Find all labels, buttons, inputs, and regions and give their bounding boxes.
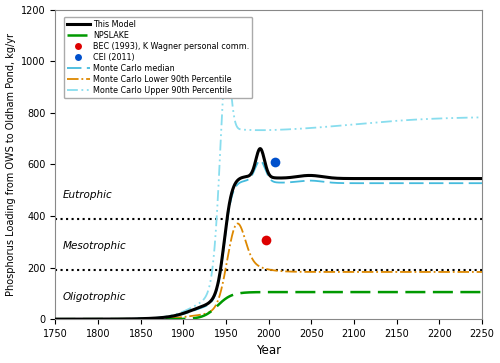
Text: Mesotrophic: Mesotrophic	[62, 241, 126, 250]
Legend: This Model, NPSLAKE, BEC (1993), K Wagner personal comm., CEI (2011), Monte Carl: This Model, NPSLAKE, BEC (1993), K Wagne…	[64, 17, 252, 98]
Text: Oligotrophic: Oligotrophic	[62, 292, 126, 302]
Text: Eutrophic: Eutrophic	[62, 190, 112, 200]
X-axis label: Year: Year	[256, 344, 281, 358]
Y-axis label: Phosphorus Loading from OWS to Oldham Pond, kg/yr: Phosphorus Loading from OWS to Oldham Po…	[6, 33, 16, 296]
